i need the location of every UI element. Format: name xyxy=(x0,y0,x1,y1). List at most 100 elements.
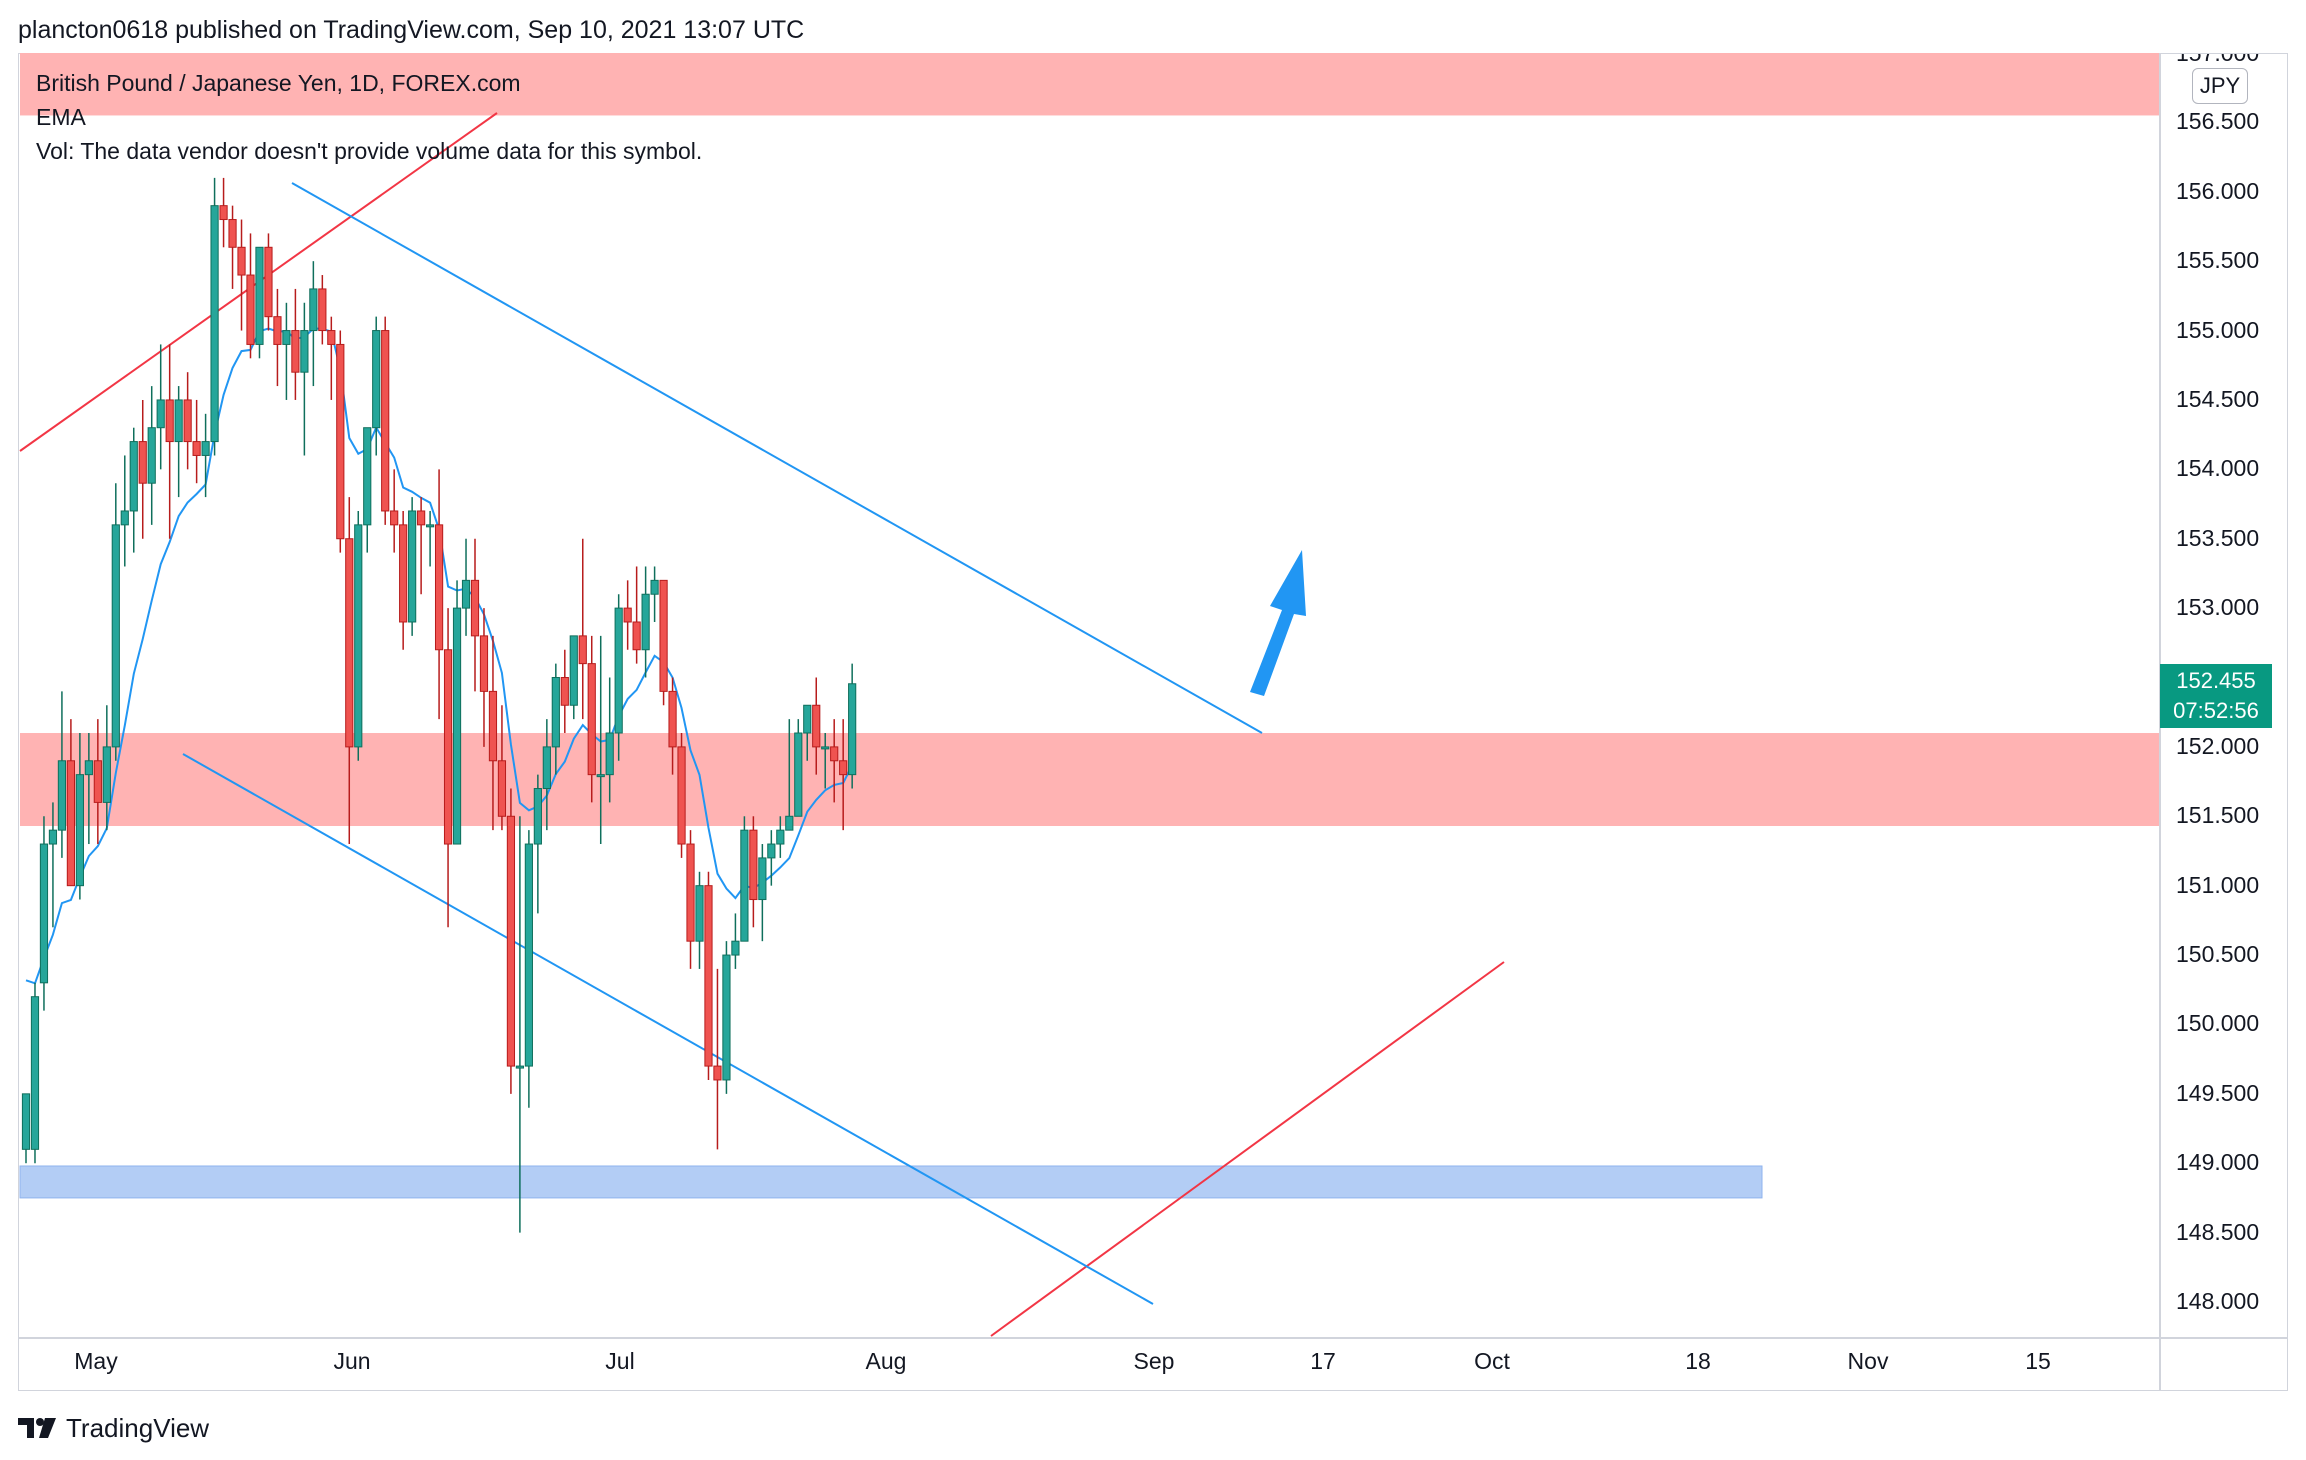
last-price-label: 152.455 07:52:56 xyxy=(2160,664,2272,728)
candle-body xyxy=(273,316,282,345)
candle-body xyxy=(470,579,480,637)
tradingview-footer[interactable]: TradingView xyxy=(18,1410,209,1446)
candle-body xyxy=(758,857,767,901)
candle-body xyxy=(363,427,372,526)
candle-body xyxy=(578,635,587,665)
candle-body xyxy=(57,760,67,831)
candle-body xyxy=(614,607,623,734)
candle-body xyxy=(237,246,246,276)
candle-body xyxy=(48,829,58,845)
candle-body xyxy=(677,746,686,845)
volume-indicator-note[interactable]: Vol: The data vendor doesn't provide vol… xyxy=(36,138,703,164)
candle-body xyxy=(66,760,76,887)
candle-body xyxy=(75,774,84,887)
candle-body xyxy=(596,774,605,778)
candle-body xyxy=(399,524,408,623)
candle-body xyxy=(731,940,740,956)
candle-body xyxy=(318,288,327,332)
candle-body xyxy=(686,843,695,942)
candle-body xyxy=(345,538,354,748)
candle-body xyxy=(488,690,498,762)
candle-body xyxy=(138,441,147,484)
candle-body xyxy=(309,288,318,332)
descending-resistance-trendline xyxy=(291,182,1263,734)
candle-body xyxy=(785,815,794,831)
price-tick: 151.000 xyxy=(2176,871,2260,898)
price-tick: 148.500 xyxy=(2176,1218,2260,1245)
candle-body xyxy=(551,677,560,748)
price-tick: 153.000 xyxy=(2176,594,2260,621)
candle-body xyxy=(632,621,641,651)
candle-body xyxy=(434,524,444,651)
candle-body xyxy=(417,510,426,526)
candle-body xyxy=(264,246,273,318)
candle-body xyxy=(201,441,210,456)
candle-body xyxy=(354,524,363,748)
candle-body xyxy=(767,843,776,859)
price-tick: 150.000 xyxy=(2176,1010,2260,1037)
candle-body xyxy=(461,579,471,609)
symbol-title[interactable]: British Pound / Japanese Yen, 1D, FOREX.… xyxy=(36,70,521,96)
last-price-value: 152.455 xyxy=(2176,668,2256,693)
price-tick: 154.000 xyxy=(2176,455,2260,482)
candle-body xyxy=(533,788,542,845)
candle-body xyxy=(390,510,399,526)
chart-legend: British Pound / Japanese Yen, 1D, FOREX.… xyxy=(36,66,702,168)
candle-body xyxy=(443,649,453,845)
bullish-arrow-icon xyxy=(1250,550,1306,696)
candle-body xyxy=(129,441,138,512)
candle-body xyxy=(174,399,183,443)
candle-body xyxy=(821,746,830,750)
price-tick: 156.000 xyxy=(2176,177,2260,204)
candle-body xyxy=(30,996,40,1150)
price-tick: 148.000 xyxy=(2176,1288,2260,1314)
candle-body xyxy=(210,205,219,443)
candle-body xyxy=(147,427,156,484)
candle-body xyxy=(255,246,264,345)
candle-body xyxy=(300,330,309,373)
candle-body xyxy=(668,690,677,748)
date-tick: Jul xyxy=(605,1348,635,1374)
candle-body xyxy=(695,885,704,942)
candle-body xyxy=(291,330,300,373)
brand-name: TradingView xyxy=(66,1412,210,1443)
candle-body xyxy=(605,732,614,776)
date-tick: Sep xyxy=(1133,1348,1175,1374)
candle-body xyxy=(192,441,201,456)
date-tick: Jun xyxy=(333,1348,371,1374)
candle-body xyxy=(497,760,507,817)
date-tick: May xyxy=(74,1348,118,1374)
candle-body xyxy=(246,274,255,345)
candle-body xyxy=(812,704,821,748)
tradingview-logo-icon xyxy=(18,1418,56,1438)
publisher-line: plancton0618 published on TradingView.co… xyxy=(18,16,805,44)
candle-body xyxy=(381,330,390,512)
date-tick: Nov xyxy=(1847,1348,1889,1374)
candle-body xyxy=(452,607,462,845)
candle-body xyxy=(848,683,857,776)
candle-body xyxy=(713,1065,722,1081)
currency-badge[interactable]: JPY xyxy=(2192,68,2248,104)
candle-body xyxy=(506,815,516,1067)
candle-body xyxy=(120,510,129,526)
candle-body xyxy=(219,205,228,221)
candle-body xyxy=(650,579,659,595)
price-tick: 149.500 xyxy=(2176,1079,2260,1106)
candle-body xyxy=(749,829,758,901)
candle-body xyxy=(776,829,785,845)
candle-body xyxy=(830,746,839,762)
price-tick: 157.000 xyxy=(2176,40,2260,66)
candle-body xyxy=(560,677,569,706)
date-tick: 18 xyxy=(1685,1348,1711,1374)
candle-body xyxy=(524,843,533,1067)
lower-red-trendline xyxy=(990,961,1505,1337)
candle-body xyxy=(839,760,848,776)
price-tick: 156.500 xyxy=(2176,108,2260,135)
ema-indicator-label[interactable]: EMA xyxy=(36,104,86,130)
candle-body xyxy=(372,330,381,429)
price-tick: 155.500 xyxy=(2176,247,2260,274)
candle-body xyxy=(641,593,650,651)
resistance-zone-upper xyxy=(20,53,2160,116)
price-tick: 149.000 xyxy=(2176,1149,2260,1176)
